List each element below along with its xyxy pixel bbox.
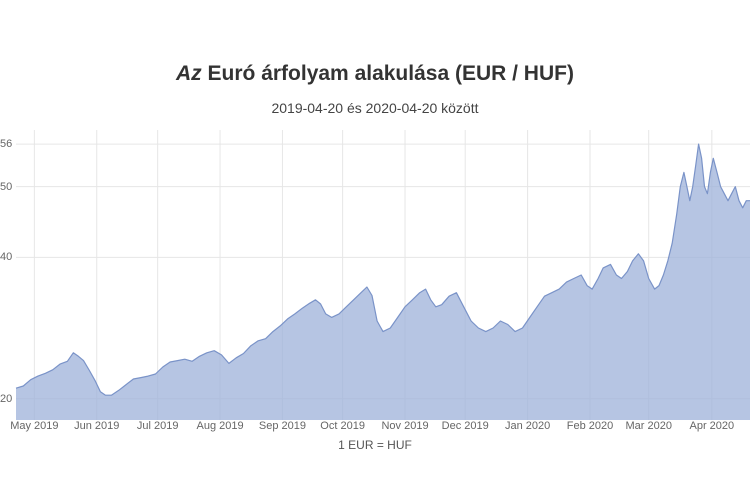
x-tick-label: Sep 2019	[259, 420, 306, 432]
x-tick-label: Jan 2020	[505, 420, 550, 432]
x-tick-label: May 2019	[10, 420, 58, 432]
y-tick-label: 50	[0, 181, 12, 193]
chart-plot-area: 1 EUR = HUF 20 40 50 56 May 2019 Jun 2019 Jul …	[0, 130, 750, 450]
x-tick-label: Jun 2019	[74, 420, 119, 432]
x-tick-label: Feb 2020	[567, 420, 613, 432]
area-chart-svg	[16, 130, 750, 420]
chart-subtitle: 2019-04-20 és 2020-04-20 között	[0, 100, 750, 116]
chart-container: { "title_prefix_italic": "Az", "title_re…	[0, 0, 750, 500]
chart-title-rest: Euró árfolyam alakulása (EUR / HUF)	[202, 62, 574, 85]
y-tick-label: 20	[0, 393, 12, 405]
x-tick-label: Jul 2019	[137, 420, 179, 432]
chart-title: Az Euró árfolyam alakulása (EUR / HUF)	[0, 0, 750, 86]
x-tick-label: Dec 2019	[442, 420, 489, 432]
x-tick-label: Nov 2019	[381, 420, 428, 432]
y-tick-label: 56	[0, 138, 12, 150]
x-axis-title: 1 EUR = HUF	[0, 438, 750, 452]
x-tick-label: Aug 2019	[196, 420, 243, 432]
y-tick-label: 40	[0, 251, 12, 263]
x-tick-label: Oct 2019	[320, 420, 365, 432]
x-tick-label: Apr 2020	[690, 420, 735, 432]
x-tick-label: Mar 2020	[625, 420, 671, 432]
chart-title-italic: Az	[176, 62, 202, 85]
